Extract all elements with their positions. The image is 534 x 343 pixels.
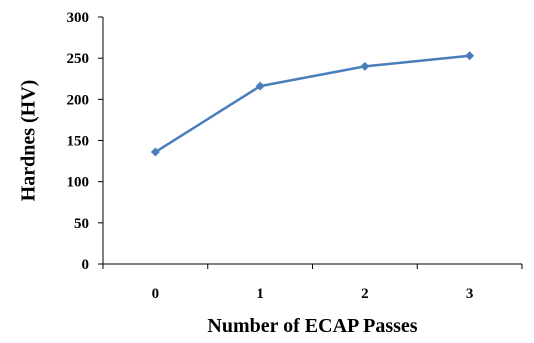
data-point-marker bbox=[465, 51, 475, 61]
y-axis-title: Hardnes (HV) bbox=[18, 80, 40, 202]
y-tick-label: 300 bbox=[67, 10, 90, 26]
y-tick-label: 200 bbox=[67, 92, 90, 108]
x-axis-ticks: 0 1 2 3 bbox=[102, 264, 523, 302]
x-tick-label: 3 bbox=[466, 286, 474, 302]
y-tick-label: 250 bbox=[67, 51, 90, 67]
series-layer bbox=[150, 51, 475, 157]
x-axis-title: Number of ECAP Passes bbox=[207, 315, 417, 337]
y-tick-label: 50 bbox=[74, 216, 89, 232]
data-point-marker bbox=[255, 81, 265, 91]
y-tick-label: 0 bbox=[82, 257, 90, 273]
series-line bbox=[154, 54, 470, 154]
y-tick-label: 100 bbox=[67, 175, 90, 191]
y-tick-label: 150 bbox=[67, 134, 90, 150]
data-point-marker bbox=[150, 147, 160, 157]
x-tick-label: 1 bbox=[256, 286, 264, 302]
data-point-marker bbox=[360, 61, 370, 71]
x-tick-label: 0 bbox=[152, 286, 160, 302]
x-tick-label: 2 bbox=[361, 286, 369, 302]
y-axis-ticks: 0 50 100 150 200 250 300 bbox=[67, 10, 103, 273]
